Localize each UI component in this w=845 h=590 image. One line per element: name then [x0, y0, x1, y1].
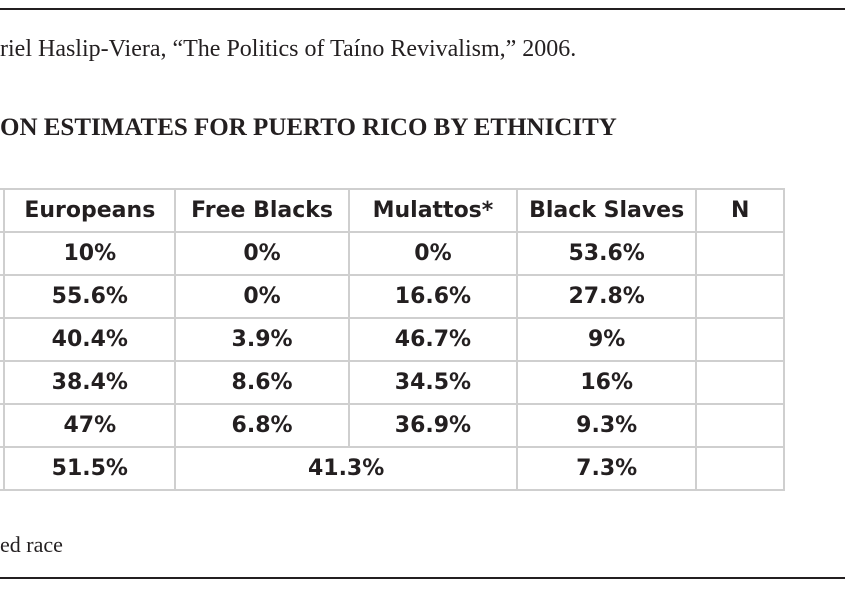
table-cell: 9.3%: [516, 403, 698, 448]
header-cell: Free Blacks: [174, 188, 350, 233]
table-cell: 46.7%: [347, 317, 519, 362]
table-cell: 3.9%: [174, 317, 350, 362]
table-cell: 6.8%: [174, 403, 350, 448]
top-rule: [0, 8, 845, 10]
row-label-cell: [0, 274, 6, 319]
table-cell: 9%: [516, 317, 698, 362]
table-cell: 10%: [3, 231, 177, 276]
table-row: 40.4% 3.9% 46.7% 9%: [0, 317, 785, 362]
table-cell: 53.6%: [516, 231, 698, 276]
table-row: 38.4% 8.6% 34.5% 16%: [0, 360, 785, 405]
header-cell: Mulattos*: [347, 188, 519, 233]
header-cell: Europeans: [3, 188, 177, 233]
table-cell: 55.6%: [3, 274, 177, 319]
table-cell: 36.9%: [347, 403, 519, 448]
citation: riel Haslip-Viera, “The Politics of Taín…: [0, 36, 577, 62]
table-cell: [695, 231, 785, 276]
header-cell: Black Slaves: [516, 188, 698, 233]
table-cell: [695, 274, 785, 319]
table-cell: 38.4%: [3, 360, 177, 405]
table-cell: 16.6%: [347, 274, 519, 319]
table-row: Europeans Free Blacks Mulattos* Black Slave…: [0, 188, 785, 233]
table-cell: [695, 317, 785, 362]
table-cell: 7.3%: [516, 446, 698, 491]
row-label-cell: [0, 317, 6, 362]
table-cell: 0%: [347, 231, 519, 276]
table: Europeans Free Blacks Mulattos* Black Slave…: [0, 188, 785, 491]
row-label-cell: [0, 403, 6, 448]
table-cell: 34.5%: [347, 360, 519, 405]
table-cell: 0%: [174, 274, 350, 319]
table-cell: 41.3%: [174, 446, 519, 491]
row-label-cell: [0, 231, 6, 276]
table-cell: [695, 446, 785, 491]
header-cell: N: [695, 188, 785, 233]
header-cell: [0, 188, 6, 233]
table-cell: 40.4%: [3, 317, 177, 362]
row-label-cell: [0, 446, 6, 491]
table-cell: 51.5%: [3, 446, 177, 491]
row-label-cell: [0, 360, 6, 405]
table-cell: 27.8%: [516, 274, 698, 319]
table-title: ON ESTIMATES FOR PUERTO RICO BY ETHNICIT…: [0, 114, 617, 141]
table-cell: [695, 360, 785, 405]
bottom-rule: [0, 577, 845, 579]
footnote: ed race: [0, 532, 63, 557]
table-cell: 16%: [516, 360, 698, 405]
table-row: 51.5% 41.3% 7.3%: [0, 446, 785, 491]
table-cell: 0%: [174, 231, 350, 276]
table-row: 55.6% 0% 16.6% 27.8%: [0, 274, 785, 319]
table-cell: 8.6%: [174, 360, 350, 405]
table-cell: [695, 403, 785, 448]
table-row: 47% 6.8% 36.9% 9.3%: [0, 403, 785, 448]
table-cell: 47%: [3, 403, 177, 448]
table-row: 10% 0% 0% 53.6%: [0, 231, 785, 276]
